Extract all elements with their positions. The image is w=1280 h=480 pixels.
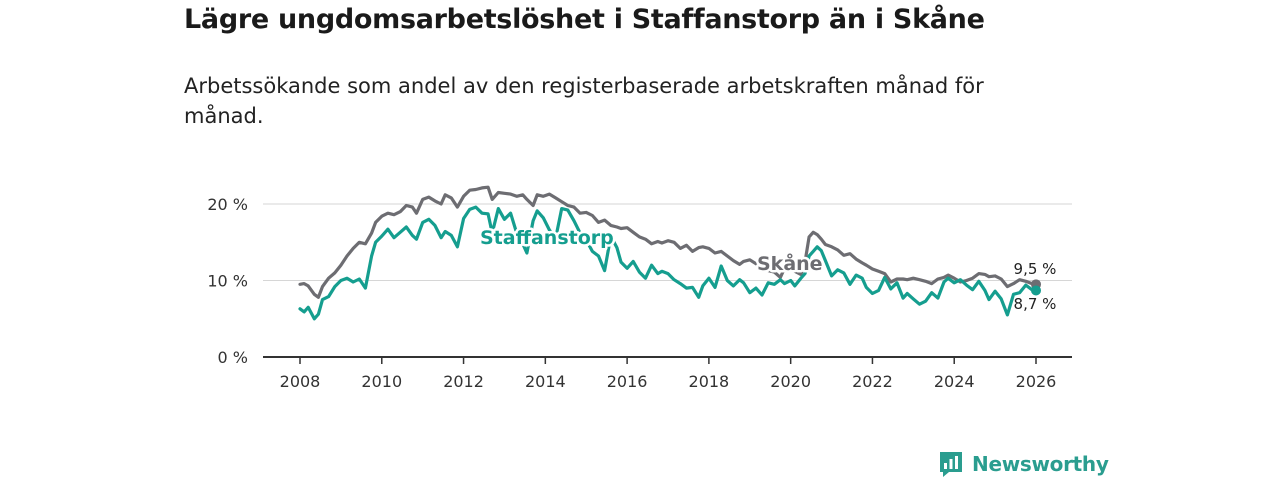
- y-tick-label: 0 %: [218, 348, 248, 367]
- axis-layer: 0 % 10 % 20 % 2008 2010 2012 2014 2016 2018 2020 2…: [207, 195, 1072, 391]
- end-label-staffanstorp: 8,7 %: [1014, 295, 1057, 313]
- series-label-skane: Skåne: [757, 251, 823, 275]
- series-layer: [298, 185, 1041, 321]
- brand-name: Newsworthy: [972, 452, 1109, 476]
- x-tick-label: 2018: [689, 372, 730, 391]
- x-tick-label: 2008: [280, 372, 321, 391]
- end-marker-staffanstorp: [1031, 285, 1041, 296]
- x-tick-label: 2010: [361, 372, 402, 391]
- chart-subtitle: Arbetssökande som andel av den registerb…: [184, 74, 984, 128]
- x-tick-label: 2024: [934, 372, 975, 391]
- chart-title: Lägre ungdomsarbetslöshet i Staffanstorp…: [184, 4, 985, 35]
- series-line-skane: [298, 185, 1038, 299]
- series-label-staffanstorp: Staffanstorp: [480, 227, 614, 249]
- x-tick-label: 2026: [1016, 372, 1057, 391]
- bar-chart-speech-icon: [940, 452, 962, 477]
- end-label-skane: 9,5 %: [1014, 260, 1057, 278]
- x-tick-label: 2016: [607, 372, 648, 391]
- x-tick-label: 2014: [525, 372, 566, 391]
- x-tick-label: 2020: [770, 372, 811, 391]
- x-tick-label: 2012: [443, 372, 484, 391]
- label-layer: 9,5 % 8,7 % Staffanstorp Skåne: [478, 225, 1057, 314]
- x-tick-label: 2022: [852, 372, 893, 391]
- brand-logo: Newsworthy: [938, 450, 1109, 478]
- y-tick-label: 20 %: [207, 195, 248, 214]
- series-line-staffanstorp: [298, 205, 1038, 321]
- y-tick-label: 10 %: [207, 272, 248, 291]
